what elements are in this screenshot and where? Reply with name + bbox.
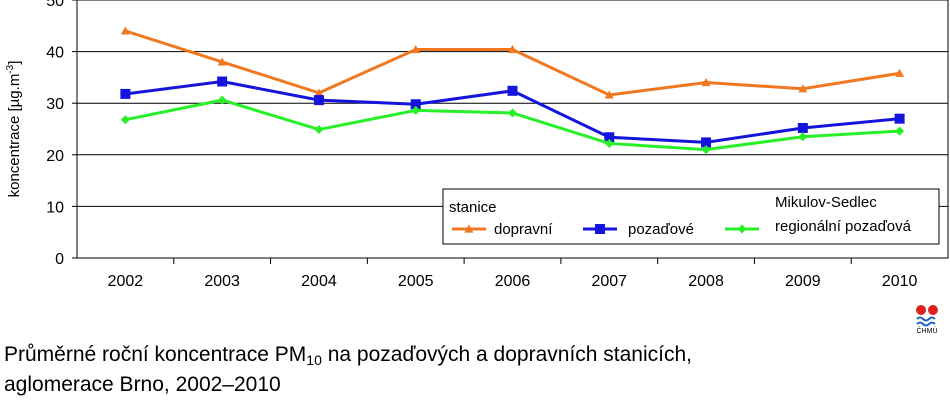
data-point	[701, 78, 711, 87]
data-point	[604, 132, 615, 143]
x-tick-label: 2006	[495, 273, 531, 290]
x-tick-label: 2003	[204, 273, 240, 290]
data-point	[701, 145, 711, 155]
legend-box	[442, 188, 940, 245]
data-point	[120, 26, 130, 35]
y-tick-label: 20	[46, 148, 64, 165]
legend-title: stanice	[449, 199, 497, 216]
legend-group-title: Mikulov-Sedlec	[775, 194, 877, 211]
plot-area-frame	[76, 0, 949, 259]
figure-caption: Průměrné roční koncentrace PM10 na pozaď…	[4, 340, 692, 400]
legend-entry: dopravní	[494, 221, 553, 238]
x-tick-label: 2008	[688, 273, 724, 290]
legend-entry: regionální pozaďová	[775, 218, 912, 235]
caption-text-end: na pozaďových a dopravních stanicích,	[321, 343, 692, 366]
data-point	[701, 137, 712, 148]
x-tick-label: 2009	[785, 273, 821, 290]
data-point	[895, 126, 905, 136]
chmu-logo-icon	[916, 305, 938, 327]
data-point	[411, 45, 421, 54]
caption-subscript: 10	[306, 352, 322, 368]
series-0	[120, 26, 905, 99]
series-line	[125, 98, 900, 152]
data-point	[798, 132, 808, 142]
data-point	[217, 76, 228, 87]
data-point	[120, 115, 130, 125]
series-1	[120, 76, 905, 148]
data-point	[411, 105, 421, 115]
legend-marker	[737, 224, 747, 234]
data-point	[508, 45, 517, 54]
data-point	[314, 125, 324, 135]
line-chart: 0 10 20 30 40 50 2002 2003 2004 2005 2006 2007 2008…	[5, 0, 949, 290]
data-point	[314, 88, 324, 97]
caption-text: Průměrné roční koncentrace PM	[4, 343, 307, 366]
data-point	[604, 90, 614, 99]
data-point	[120, 88, 131, 99]
x-tick-label: 2004	[301, 273, 337, 290]
series-group	[120, 26, 905, 155]
data-point	[217, 57, 227, 66]
caption-line-1: Průměrné roční koncentrace PM10 na pozaď…	[4, 340, 692, 370]
gridlines	[77, 51, 948, 207]
legend: stanice Mikulov-Sedlec dopravní pozaďové r…	[442, 188, 940, 245]
legend-entry: pozaďové	[628, 221, 694, 238]
caption-line-2: aglomerace Brno, 2002–2010	[4, 373, 281, 396]
chmu-logo-text: ČHMÚ	[916, 328, 938, 335]
x-tick-label: 2010	[882, 273, 918, 290]
data-point	[313, 95, 324, 106]
data-point	[508, 108, 517, 118]
legend-marker	[464, 224, 474, 233]
data-point	[507, 85, 518, 96]
y-tick-label: 0	[55, 251, 64, 268]
data-point	[604, 138, 614, 148]
data-point	[895, 68, 905, 77]
y-tick-label: 10	[46, 199, 64, 216]
data-point	[797, 122, 808, 133]
x-tick-label: 2002	[108, 273, 144, 290]
x-axis: 2002 2003 2004 2005 2006 2007 2008 2009 2010	[108, 258, 918, 290]
data-point	[894, 113, 905, 124]
legend-marker	[595, 224, 605, 234]
data-point	[217, 95, 227, 105]
x-tick-label: 2007	[591, 273, 627, 290]
y-tick-label: 30	[46, 96, 64, 113]
y-axis: 0 10 20 30 40 50	[46, 0, 77, 268]
series-2	[120, 95, 905, 155]
y-tick-label: 50	[46, 0, 64, 10]
y-axis-label: koncentrace [µg.m-3]	[5, 61, 23, 198]
y-tick-label: 40	[46, 45, 64, 62]
data-point	[410, 99, 421, 110]
chmu-logo: ČHMÚ	[913, 302, 941, 338]
x-tick-label: 2005	[398, 273, 434, 290]
data-point	[798, 84, 808, 93]
